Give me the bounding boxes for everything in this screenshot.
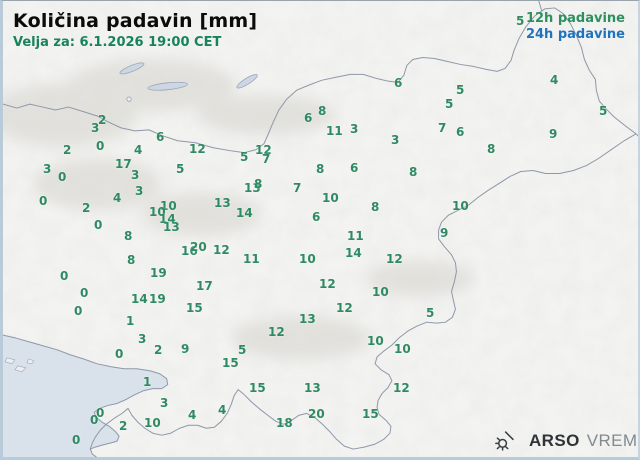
arso-wordmark: ARSO — [529, 430, 580, 450]
vreme-wordmark: VREME — [586, 430, 638, 450]
legend-12h-padavine[interactable]: 12h padavine — [525, 11, 625, 26]
border-slovenia-north — [96, 7, 638, 154]
lakes — [119, 62, 258, 102]
lagoon-islets — [4, 357, 35, 373]
map-title: Količina padavin [mm] — [13, 10, 258, 32]
arso-vreme-logo: ARSO VREME — [493, 429, 638, 452]
precipitation-map — [3, 1, 638, 457]
border-slovenia-croatia — [89, 133, 637, 450]
map-valid-time: Velja za: 6.1.2026 19:00 CET — [13, 35, 222, 50]
legend-24h-padavine[interactable]: 24h padavine — [525, 27, 625, 42]
border-italy-austria — [3, 103, 98, 117]
adriatic-sea — [3, 335, 168, 457]
precip-duration-legend: 12h padavine 24h padavine — [526, 11, 625, 43]
sun-weather-icon — [495, 431, 514, 451]
border-austria-hungary — [538, 1, 543, 12]
coastline — [3, 334, 169, 457]
